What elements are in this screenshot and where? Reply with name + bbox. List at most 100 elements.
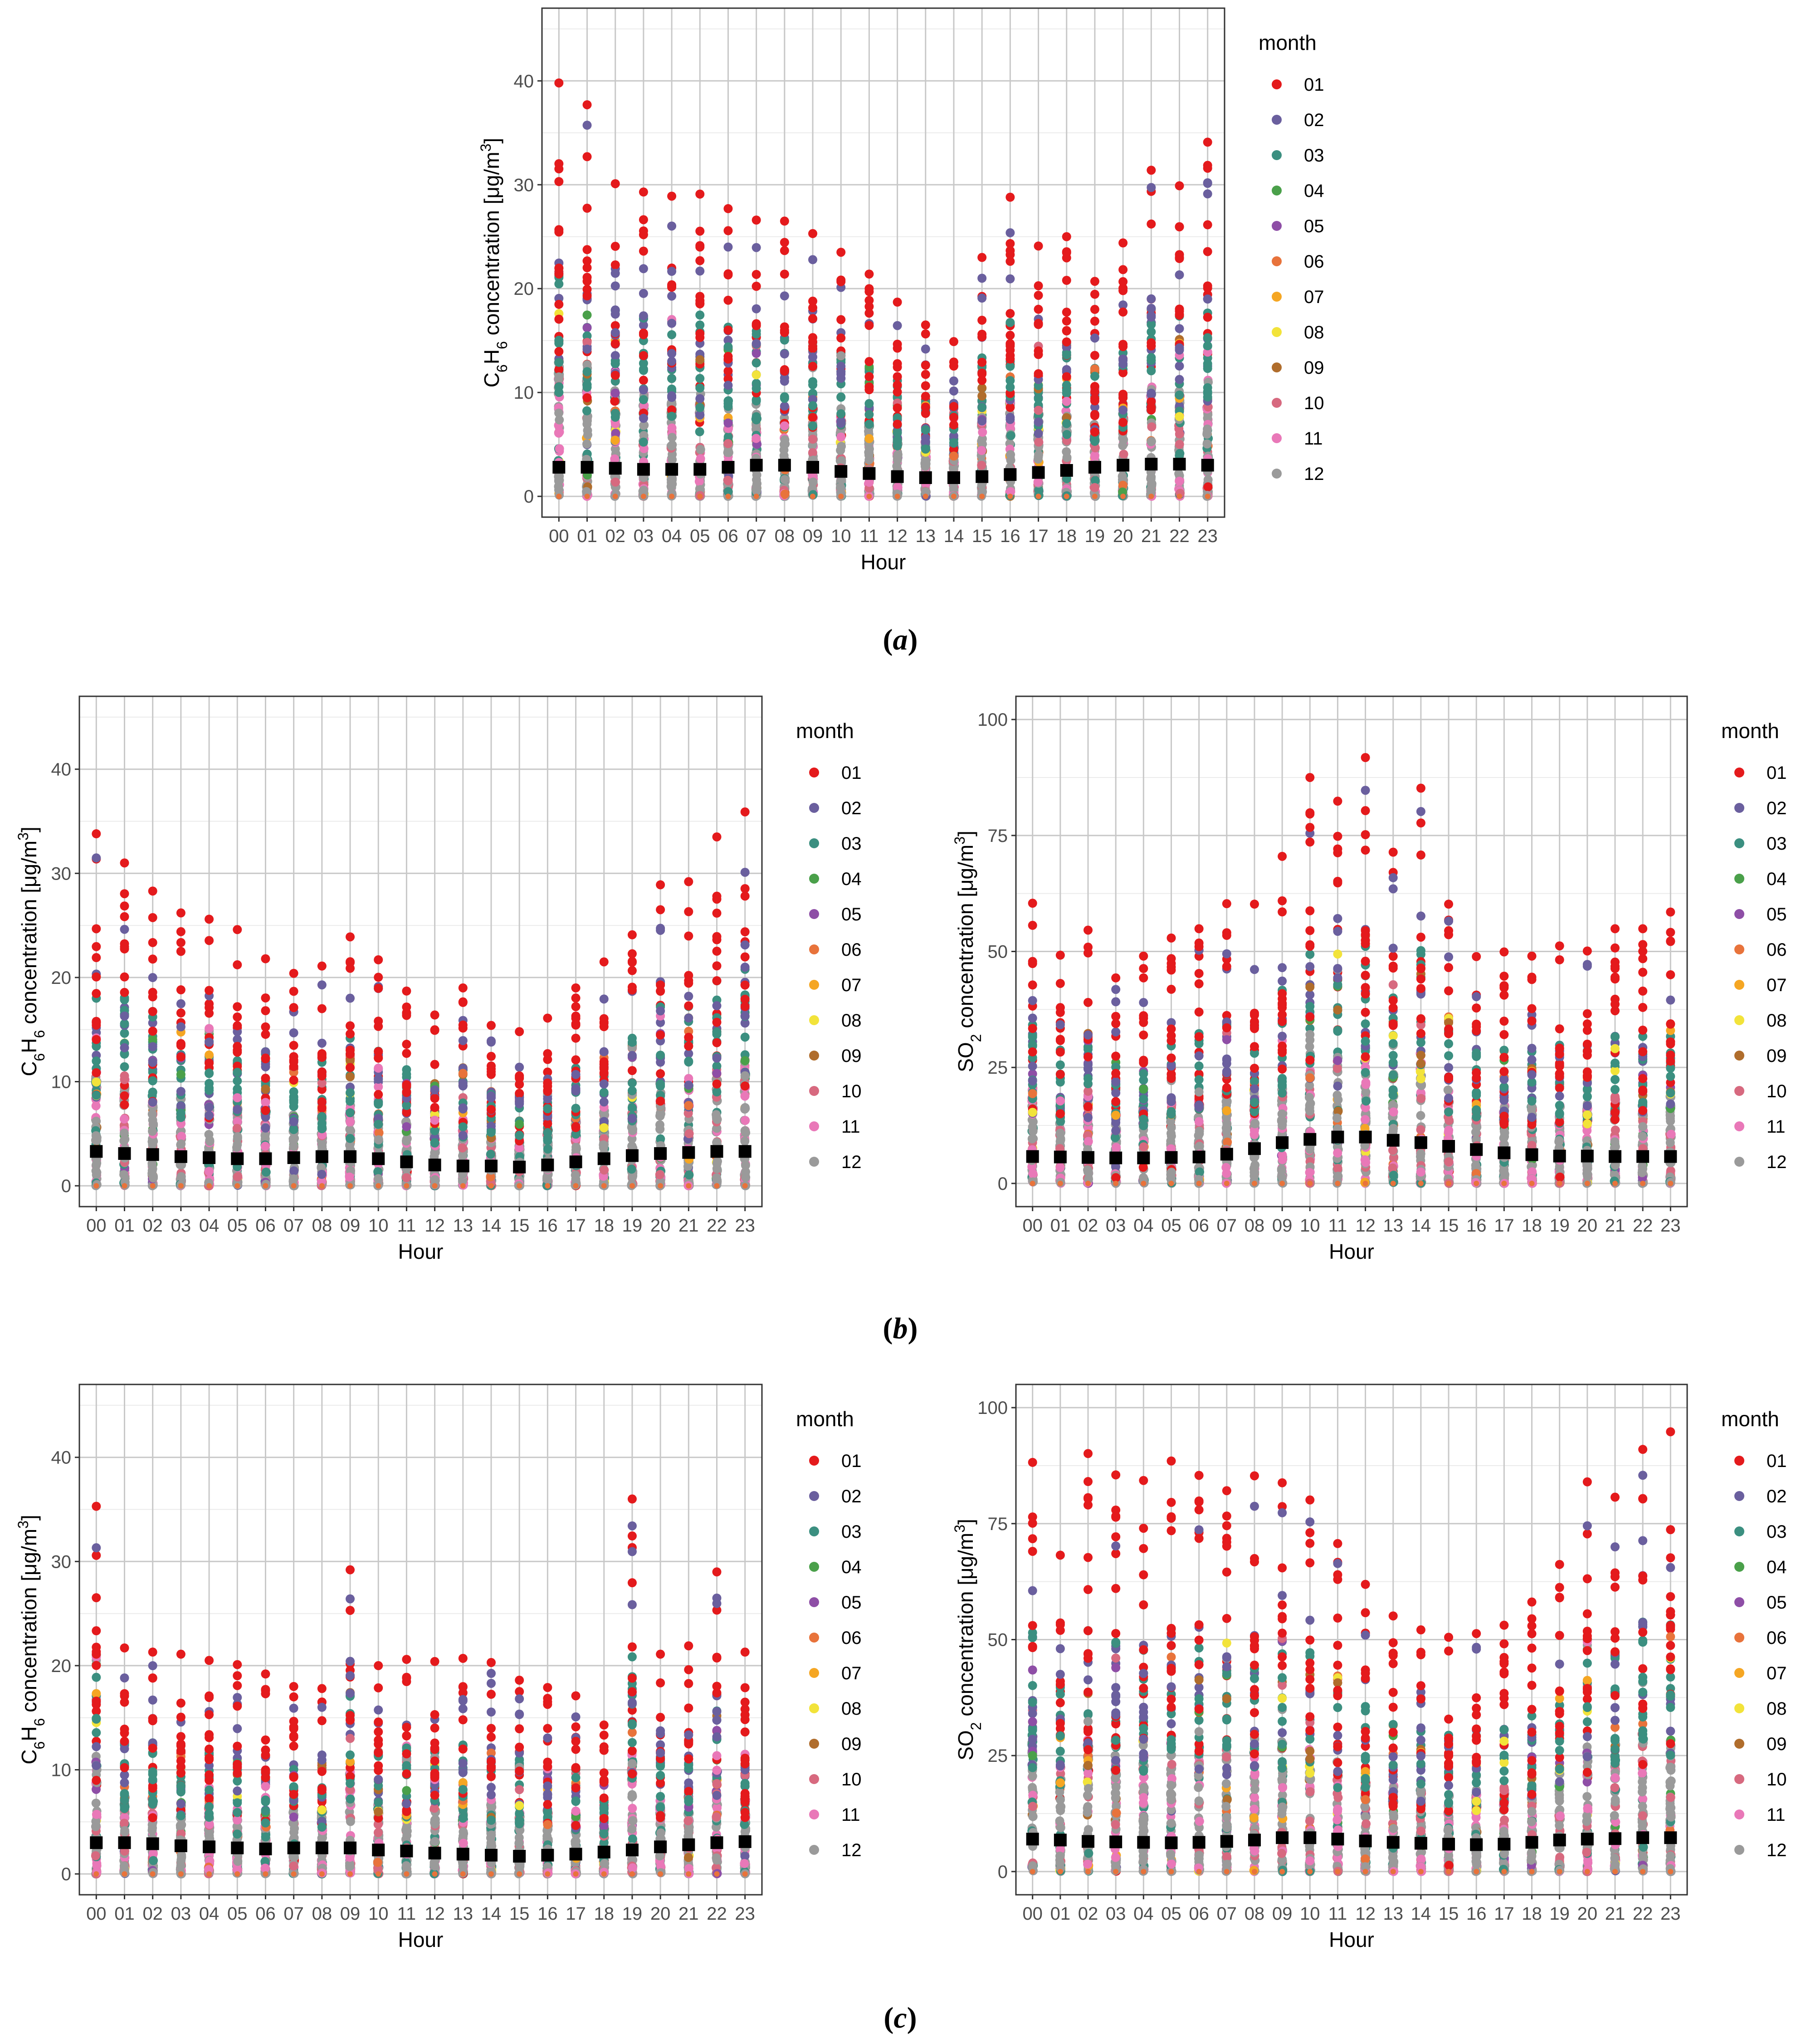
max-point-06	[261, 954, 270, 963]
legend-key-09	[1272, 362, 1282, 372]
data-point	[317, 1049, 327, 1058]
data-point	[695, 383, 705, 393]
data-point	[376, 1183, 381, 1189]
data-point	[979, 494, 985, 499]
data-point	[554, 347, 564, 356]
data-point	[289, 1041, 298, 1050]
max-point-02	[610, 179, 620, 188]
data-point	[1085, 1180, 1091, 1186]
data-point	[712, 1017, 722, 1027]
data-point	[582, 256, 592, 266]
data-point	[582, 331, 592, 341]
data-point	[1028, 1122, 1037, 1132]
data-point	[374, 1090, 383, 1099]
data-point	[921, 391, 930, 401]
data-point	[1034, 281, 1043, 291]
data-point	[656, 1051, 665, 1060]
data-point	[864, 385, 874, 395]
max-point-22	[1175, 181, 1184, 191]
data-point	[1028, 1047, 1037, 1056]
data-point	[317, 1124, 327, 1134]
data-point	[1090, 443, 1100, 453]
data-point	[205, 1111, 214, 1120]
data-point	[543, 1144, 552, 1154]
data-point	[402, 1088, 411, 1097]
x-tick-label: 05	[690, 526, 710, 546]
data-point	[554, 299, 564, 309]
data-point	[233, 1105, 242, 1114]
data-point	[977, 383, 987, 393]
data-point	[599, 1059, 609, 1069]
data-point	[836, 315, 846, 324]
data-point	[92, 972, 101, 982]
data-point	[1028, 980, 1037, 990]
data-point	[977, 446, 986, 455]
data-point	[1113, 1180, 1119, 1186]
max-point-00	[92, 829, 101, 839]
x-tick-label: 21	[678, 1216, 699, 1236]
x-tick-label: 19	[622, 1216, 643, 1236]
data-point	[582, 337, 592, 347]
data-point	[571, 993, 581, 1003]
data-point	[695, 374, 705, 383]
data-point	[656, 1096, 665, 1106]
data-point	[893, 387, 902, 397]
data-point	[233, 1002, 242, 1012]
data-point	[977, 460, 986, 470]
data-point	[1028, 996, 1037, 1005]
data-point	[1175, 361, 1184, 371]
data-point	[1175, 440, 1184, 449]
data-point	[667, 423, 677, 433]
data-point	[864, 434, 874, 443]
data-point	[712, 1001, 722, 1011]
data-point	[894, 494, 900, 499]
data-point	[780, 373, 789, 383]
data-point	[1005, 257, 1015, 266]
data-point	[1090, 394, 1099, 403]
data-point	[458, 1151, 468, 1160]
data-point	[1005, 376, 1015, 385]
data-point	[1062, 308, 1071, 317]
data-point	[1175, 253, 1184, 262]
data-point	[864, 399, 874, 408]
data-point	[1005, 382, 1015, 392]
data-point	[176, 947, 185, 956]
legend-key-03	[809, 838, 819, 848]
data-point	[374, 1017, 383, 1026]
data-point	[864, 372, 874, 381]
data-point	[1090, 372, 1099, 381]
mean-marker-13	[919, 471, 932, 484]
data-point	[150, 1183, 156, 1189]
data-point	[1084, 998, 1093, 1007]
data-point	[808, 344, 818, 353]
data-point	[1092, 494, 1098, 499]
data-point	[627, 1051, 637, 1060]
data-point	[780, 421, 789, 430]
data-point	[458, 1122, 468, 1132]
legend-label-03: 03	[841, 834, 862, 854]
data-point	[515, 1089, 524, 1098]
data-point	[921, 329, 930, 339]
data-point	[752, 339, 761, 348]
y-tick-label: 40	[51, 760, 72, 780]
data-point	[684, 1042, 693, 1051]
max-point-22	[712, 832, 722, 841]
data-point	[1147, 437, 1156, 446]
data-point	[949, 464, 958, 474]
mean-marker-14	[947, 471, 960, 484]
data-point	[1062, 247, 1071, 256]
data-point	[1005, 362, 1015, 371]
data-point	[1090, 364, 1099, 374]
data-point	[289, 1003, 298, 1012]
data-point	[977, 293, 987, 303]
data-point	[317, 980, 327, 990]
data-point	[176, 1040, 185, 1049]
legend-label-03: 03	[1304, 146, 1324, 166]
data-point	[1055, 1070, 1065, 1079]
data-point	[655, 1125, 665, 1134]
max-point-07	[289, 968, 298, 978]
legend-label-11: 11	[841, 1117, 860, 1137]
data-point	[233, 1067, 242, 1077]
data-point	[686, 1183, 692, 1189]
data-point	[610, 371, 620, 380]
